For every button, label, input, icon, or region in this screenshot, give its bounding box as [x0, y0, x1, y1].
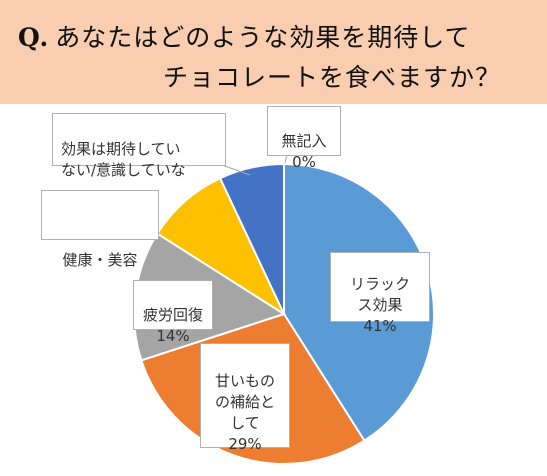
question-header: Q. あなたはどのような効果を期待して チョコレートを食べますか？ — [0, 0, 547, 104]
label-sweets-text: 甘いもの の補給と して — [214, 372, 275, 432]
question-line-2: チョコレートを食べますか？ — [163, 63, 502, 92]
label-fatigue-text: 疲労回復 — [142, 306, 203, 324]
label-none-text: 効果は期待してい ない/意識していな — [61, 140, 186, 179]
label-no-answer-text: 無記入 — [281, 132, 327, 150]
label-fatigue: 疲労回復 14% — [133, 280, 213, 345]
label-no-answer: 無記入 0% — [267, 106, 341, 171]
label-relax: リラック ス効果 41% — [330, 252, 430, 335]
question-line-1: Q. あなたはどのような効果を期待して — [18, 18, 471, 54]
label-none: 効果は期待してい ない/意識していな — [52, 113, 226, 179]
label-health: 健康・美容 — [41, 190, 159, 269]
question-text-1: あなたはどのような効果を期待して — [55, 23, 471, 52]
label-relax-text: リラック ス効果 — [349, 275, 410, 314]
label-no-answer-pct: 0% — [292, 153, 316, 171]
label-fatigue-pct: 14% — [156, 327, 190, 345]
label-sweets: 甘いもの の補給と して 29% — [200, 343, 290, 453]
leader-line-none — [221, 164, 251, 176]
label-relax-pct: 41% — [363, 317, 397, 335]
label-health-text: 健康・美容 — [62, 251, 138, 269]
question-mark: Q. — [18, 23, 50, 52]
label-sweets-pct: 29% — [228, 435, 262, 453]
